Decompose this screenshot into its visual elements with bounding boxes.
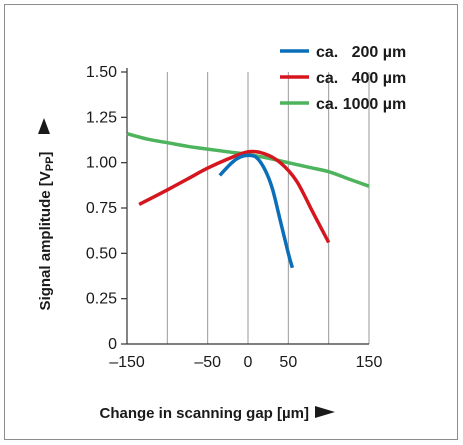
y-axis-label: Signal amplitude [V bbox=[37, 171, 54, 310]
y-axis-title: Signal amplitude [VPP] bbox=[37, 118, 56, 310]
y-tick-label: 1.50 bbox=[86, 64, 117, 81]
y-tick-label: 1.00 bbox=[86, 155, 117, 172]
series-lines bbox=[126, 132, 370, 269]
chart-frame: ca. 200 µm ca. 400 µm ca. 1000 µm 0 0.25 0.5… bbox=[4, 4, 458, 440]
y-tick-label: 1.25 bbox=[86, 109, 117, 126]
svg-text:Signal amplitude [VPP]: Signal amplitude [VPP] bbox=[37, 152, 56, 311]
x-tick-label: –50 bbox=[194, 354, 221, 371]
y-tick-label: 0 bbox=[108, 336, 117, 353]
series-line bbox=[138, 149, 331, 244]
x-tick-label: 0 bbox=[244, 354, 253, 371]
series-line bbox=[218, 153, 295, 269]
legend-label: ca. 1000 µm bbox=[316, 96, 406, 113]
x-axis-label: Change in scanning gap [µm] bbox=[100, 405, 310, 422]
x-tick-label: 50 bbox=[279, 354, 297, 371]
axes bbox=[121, 68, 369, 345]
x-axis-arrow-icon bbox=[315, 406, 335, 418]
grid bbox=[166, 72, 370, 344]
legend-label: ca. 200 µm bbox=[316, 44, 406, 61]
x-tick-label: –150 bbox=[109, 354, 145, 371]
y-axis-arrow-icon bbox=[38, 118, 50, 134]
y-tick-label: 0.75 bbox=[86, 200, 117, 217]
legend: ca. 200 µm ca. 400 µm ca. 1000 µm bbox=[280, 44, 406, 113]
x-tick-labels: –150 –50 0 50 150 bbox=[109, 354, 382, 371]
line-chart: ca. 200 µm ca. 400 µm ca. 1000 µm 0 0.25 0.5… bbox=[37, 44, 406, 422]
y-tick-label: 0.50 bbox=[86, 245, 117, 262]
x-tick-label: 150 bbox=[356, 354, 383, 371]
y-axis-label-close: ] bbox=[37, 152, 54, 157]
legend-label: ca. 400 µm bbox=[316, 70, 406, 87]
y-tick-labels: 0 0.25 0.50 0.75 1.00 1.25 1.50 bbox=[86, 64, 117, 353]
x-axis-title: Change in scanning gap [µm] bbox=[100, 405, 335, 422]
y-tick-label: 0.25 bbox=[86, 291, 117, 308]
y-axis-label-subscript: PP bbox=[44, 157, 56, 172]
